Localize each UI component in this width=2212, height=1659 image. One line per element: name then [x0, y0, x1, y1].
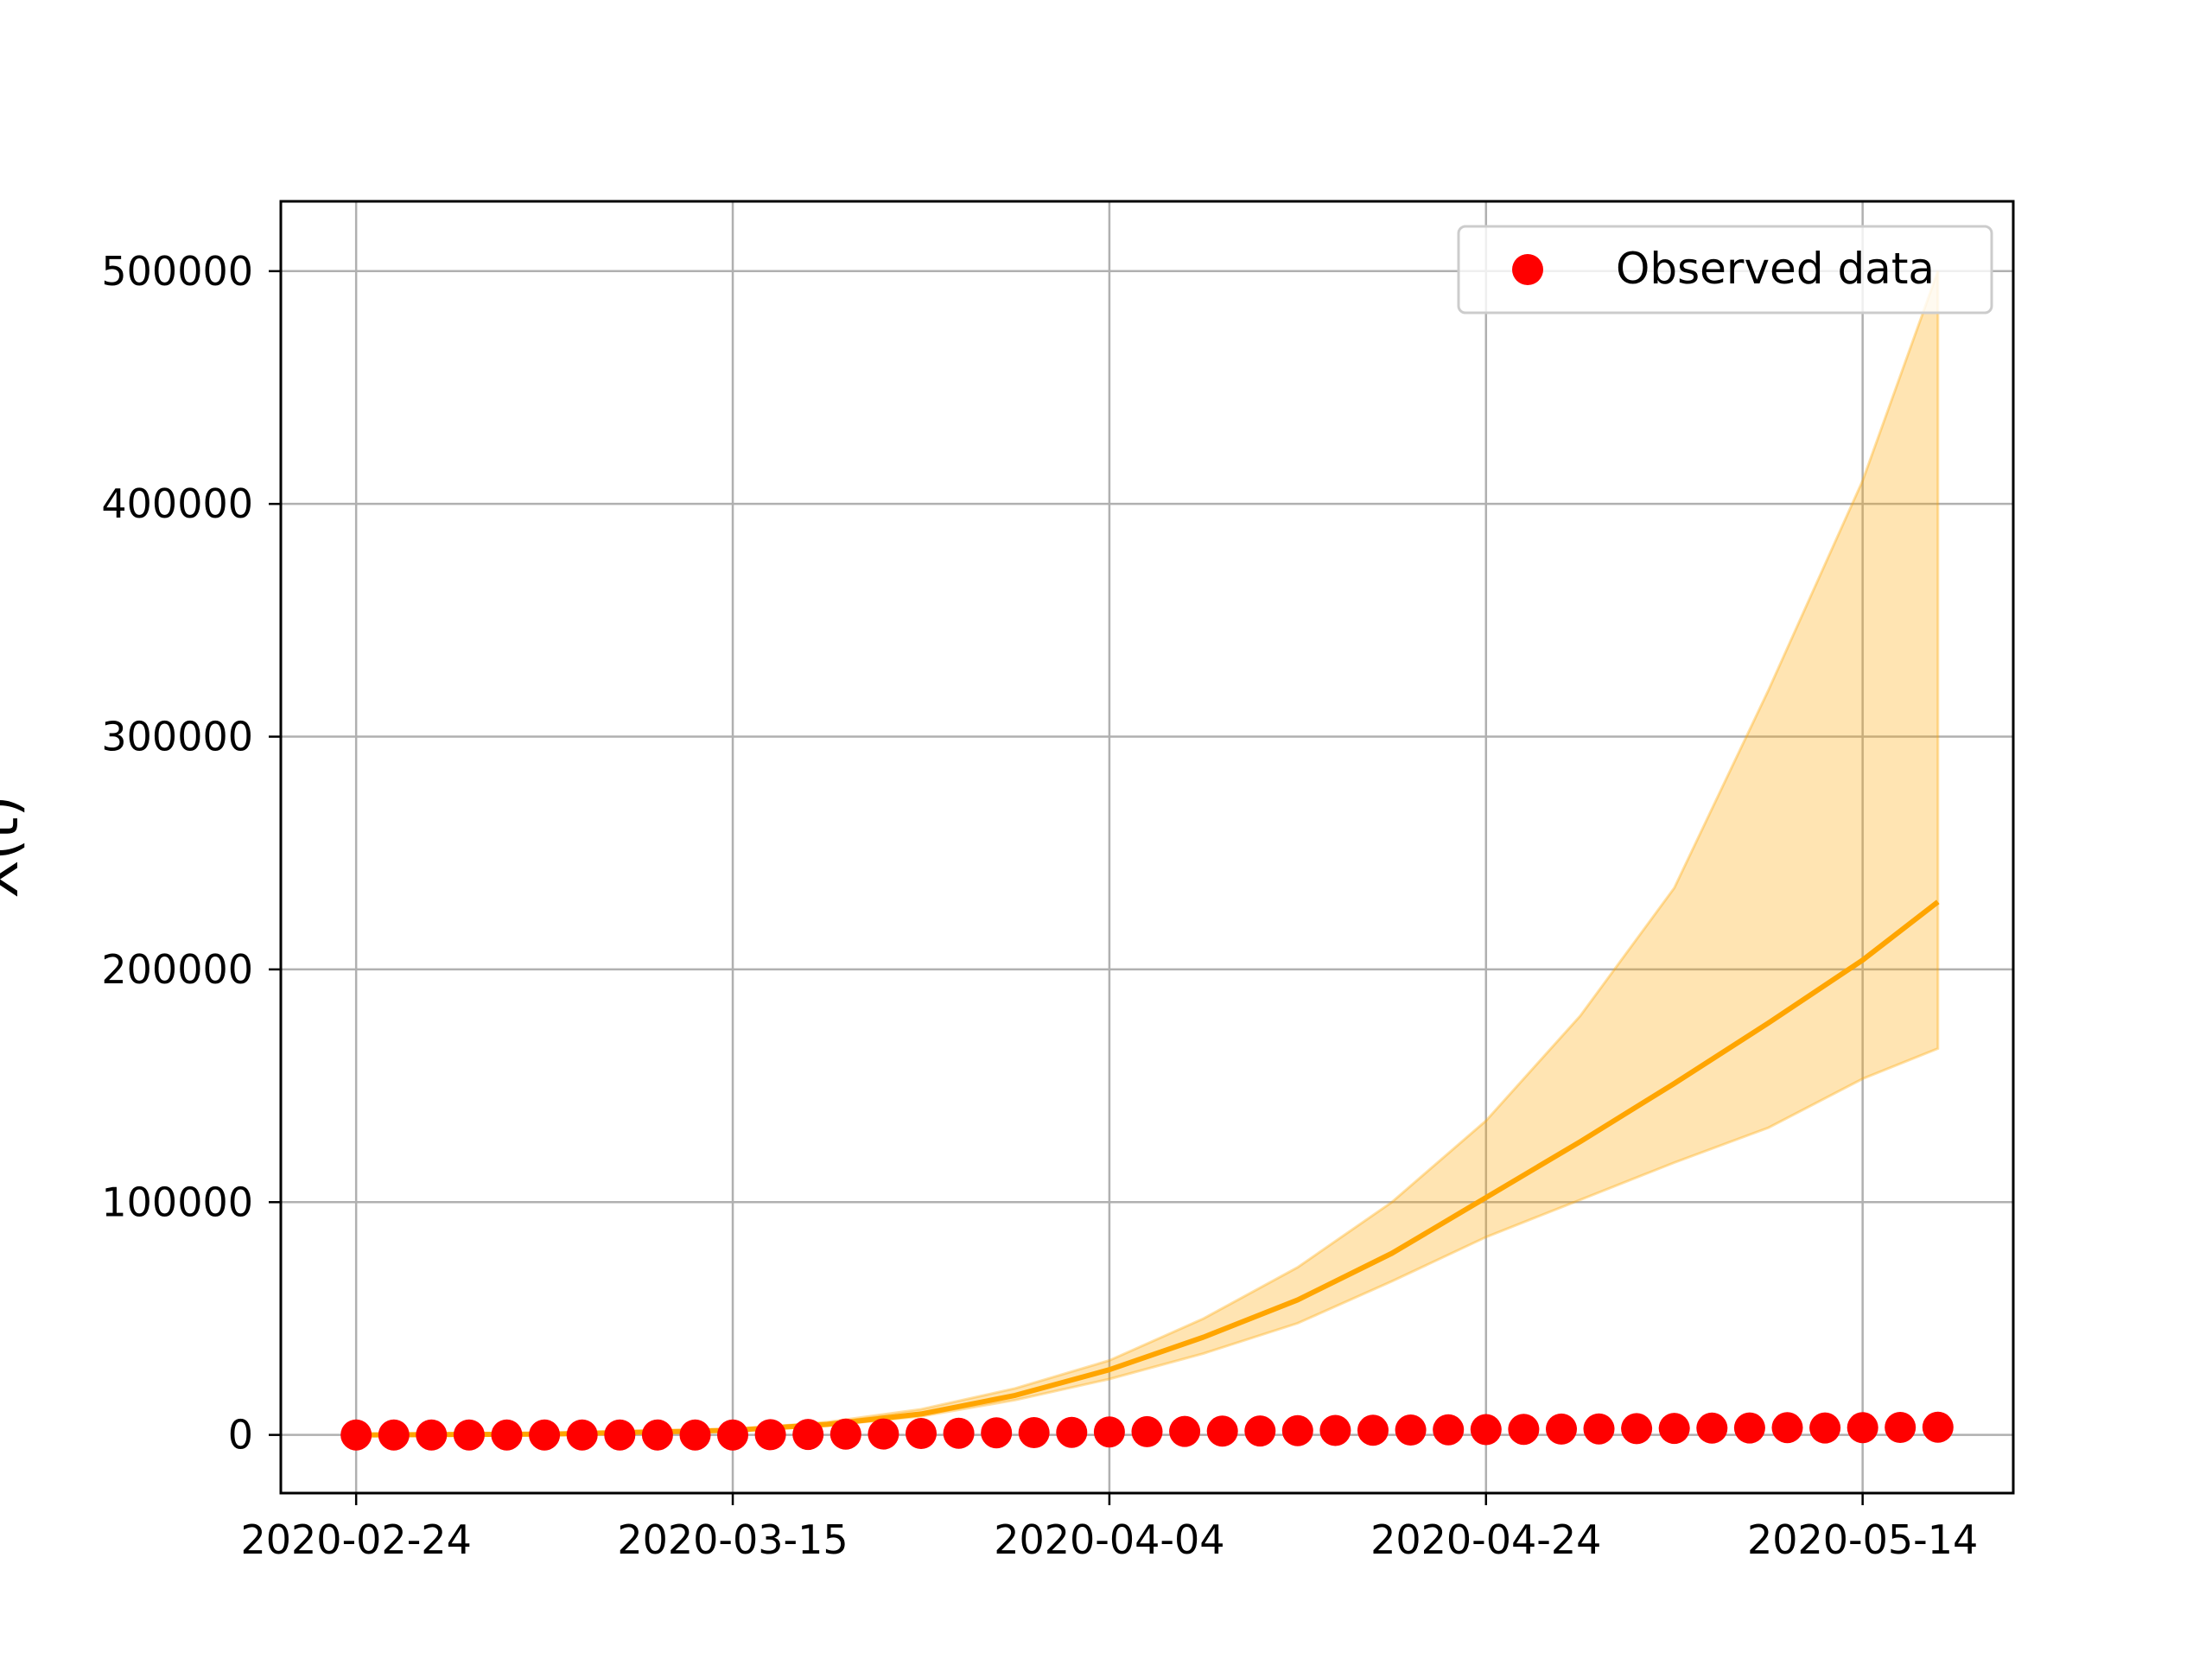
observed-point: [1508, 1414, 1540, 1446]
observed-point: [604, 1419, 636, 1451]
observed-point: [1281, 1414, 1313, 1446]
observed-point: [340, 1419, 372, 1451]
observed-point: [491, 1419, 523, 1451]
y-tick-label: 0: [228, 1412, 253, 1459]
observed-point: [679, 1419, 711, 1451]
observed-point: [1621, 1413, 1653, 1445]
x-tick-label: 2020-04-04: [994, 1516, 1224, 1563]
observed-point: [1169, 1415, 1201, 1447]
observed-point: [1809, 1412, 1841, 1444]
observed-point: [529, 1419, 561, 1451]
legend: Observed data: [1457, 225, 1993, 315]
observed-points-layer: [340, 1411, 1954, 1451]
x-axis: 2020-02-24 2020-03-15 2020-04-04 2020-04-24…: [241, 1493, 1978, 1563]
observed-point: [1658, 1413, 1690, 1445]
y-tick-label: 500000: [101, 248, 253, 295]
observed-point: [1922, 1411, 1954, 1443]
observed-point: [1583, 1413, 1615, 1445]
observed-point: [1018, 1417, 1050, 1448]
y-tick-label: 300000: [101, 714, 253, 760]
observed-point: [1470, 1414, 1502, 1446]
observed-point: [416, 1419, 448, 1451]
x-tick-label: 2020-03-15: [617, 1516, 848, 1563]
observed-point: [981, 1417, 1013, 1449]
plot-frame: [279, 200, 2015, 1495]
observed-point: [1244, 1415, 1276, 1447]
observed-point: [566, 1419, 598, 1451]
legend-label-observed-data: Observed data: [1616, 244, 1935, 294]
observed-point: [1847, 1412, 1878, 1444]
observed-point: [378, 1419, 410, 1451]
x-tick-label: 2020-02-24: [241, 1516, 472, 1563]
observed-point: [1546, 1413, 1577, 1445]
confidence-band: [356, 270, 1940, 1437]
observed-point: [1733, 1412, 1765, 1444]
observed-point: [1206, 1415, 1238, 1447]
observed-point: [792, 1419, 824, 1451]
observed-point: [1319, 1414, 1351, 1446]
observed-point: [906, 1418, 937, 1449]
legend-marker-observed-data: [1512, 254, 1543, 285]
observed-point: [943, 1417, 975, 1449]
y-axis-label: X(t): [0, 796, 31, 899]
y-tick-label: 400000: [101, 480, 253, 527]
confidence-band-layer: [356, 270, 1940, 1437]
observed-point: [1131, 1415, 1163, 1447]
x-tick-label: 2020-04-24: [1370, 1516, 1601, 1563]
y-axis: 0 100000 200000 300000 400000 500000: [101, 248, 281, 1459]
observed-point: [453, 1419, 485, 1451]
observed-point: [830, 1418, 861, 1450]
observed-point: [1093, 1416, 1125, 1448]
observed-point: [641, 1419, 673, 1451]
observed-point: [1885, 1412, 1916, 1443]
legend-box: [1457, 225, 1993, 315]
observed-point: [717, 1419, 748, 1451]
y-tick-label: 200000: [101, 946, 253, 993]
observed-point: [1696, 1412, 1728, 1444]
observed-point: [1395, 1414, 1427, 1446]
y-tick-label: 100000: [101, 1179, 253, 1225]
observed-point: [1433, 1414, 1465, 1446]
observed-point: [754, 1419, 786, 1451]
observed-point: [1357, 1414, 1389, 1446]
x-tick-label: 2020-05-14: [1747, 1516, 1978, 1563]
observed-point: [1056, 1416, 1088, 1448]
observed-point: [1771, 1412, 1803, 1444]
observed-point: [868, 1418, 899, 1450]
